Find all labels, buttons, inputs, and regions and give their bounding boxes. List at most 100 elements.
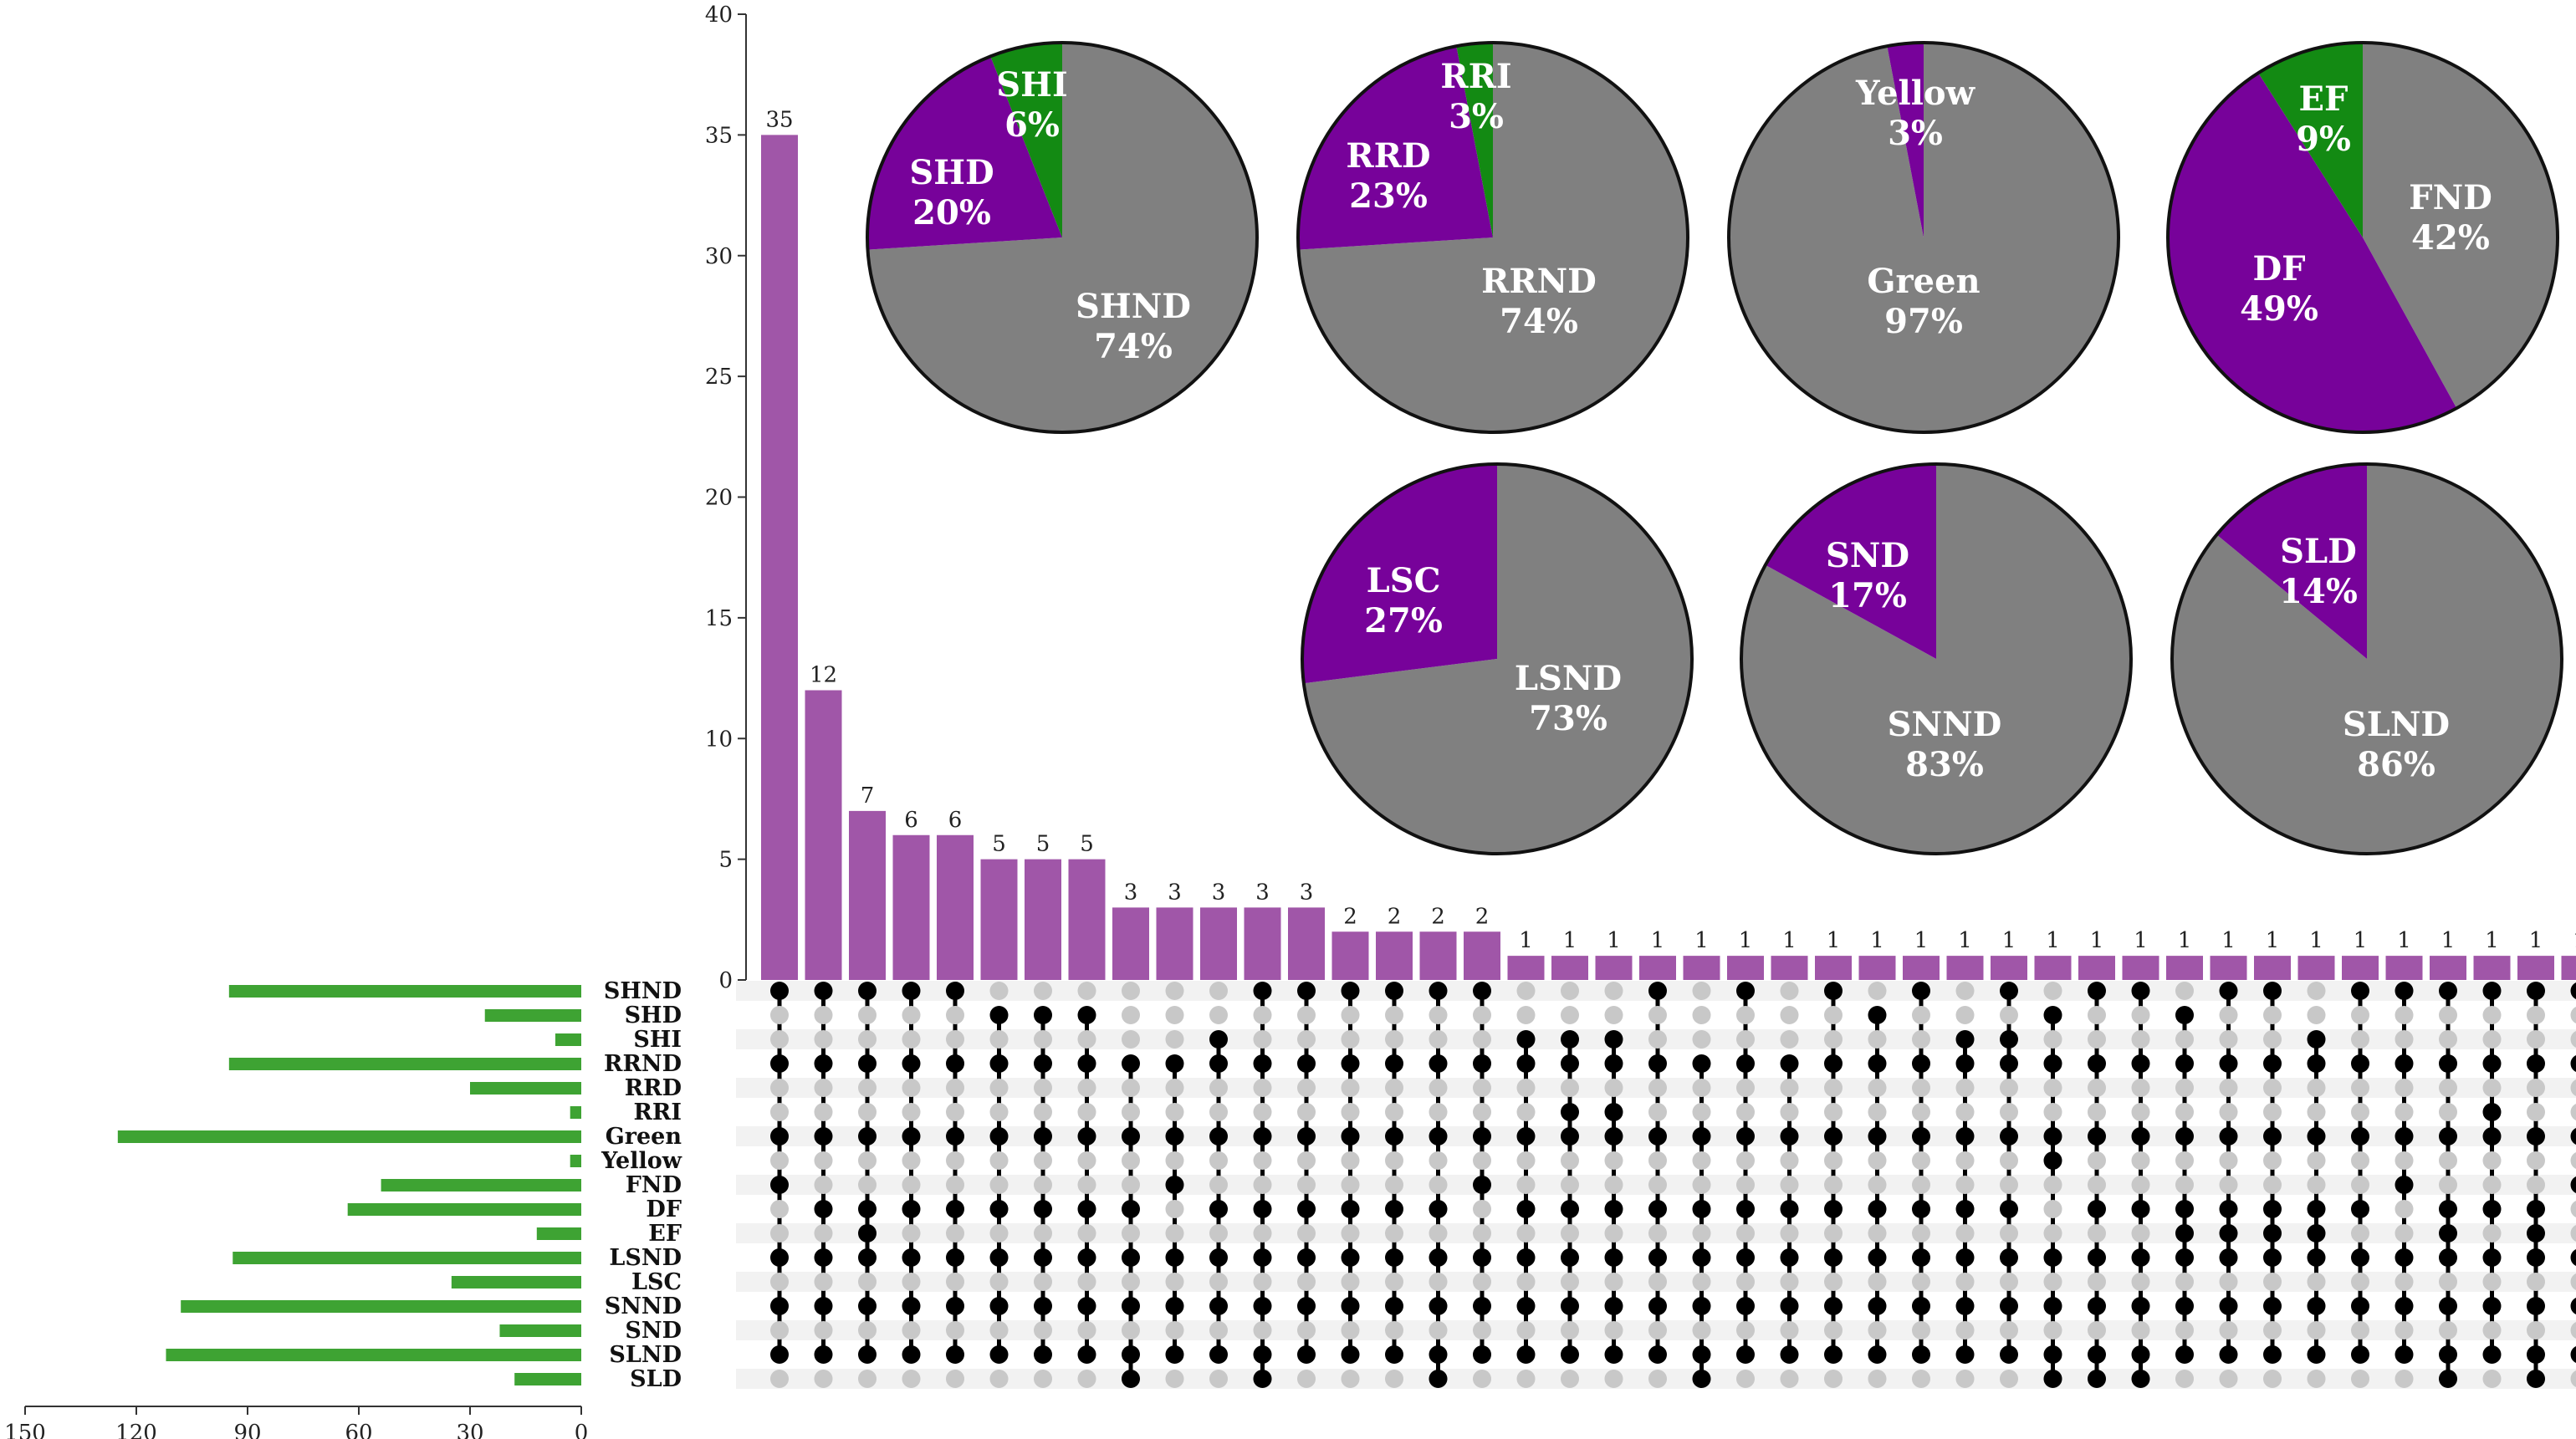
matrix-dot-filled [2263, 1200, 2282, 1218]
matrix-dot-filled [1165, 1297, 1184, 1315]
matrix-dot-empty [1077, 982, 1096, 1000]
matrix-dot-filled [1429, 982, 1448, 1000]
matrix-dot-filled [2043, 1345, 2062, 1364]
pie-slice-label: SHI [996, 65, 1067, 105]
intersection-bar-label: 1 [2354, 928, 2368, 953]
matrix-dot-empty [1209, 1103, 1228, 1121]
matrix-dot-empty [1648, 1370, 1667, 1388]
pie-slice-label: SHD [909, 153, 994, 192]
intersection-bar [1903, 956, 1940, 980]
matrix-dot-filled [1912, 1127, 1930, 1146]
matrix-dot-filled [770, 1345, 789, 1364]
matrix-dot-filled [1912, 1345, 1930, 1364]
x-tick-label: 150 [4, 1421, 46, 1439]
matrix-dot-empty [1429, 1224, 1448, 1243]
matrix-dot-empty [2263, 1273, 2282, 1291]
matrix-dot-empty [1165, 1321, 1184, 1339]
matrix-dot-filled [1516, 1345, 1536, 1364]
matrix-dot-filled [2570, 1176, 2576, 1194]
matrix-dot-empty [1341, 1273, 1360, 1291]
matrix-dot-filled [989, 1200, 1009, 1218]
matrix-dot-empty [770, 1321, 789, 1339]
matrix-dot-filled [2570, 1345, 2576, 1364]
matrix-dot-empty [2219, 1079, 2238, 1097]
matrix-dot-empty [2351, 1224, 2369, 1243]
matrix-dot-filled [1209, 1030, 1228, 1049]
matrix-dot-empty [1034, 1273, 1052, 1291]
matrix-dot-filled [902, 982, 921, 1000]
matrix-dot-filled [1561, 1248, 1579, 1267]
matrix-dot-empty [1604, 1273, 1623, 1291]
matrix-dot-empty [1648, 1030, 1667, 1049]
matrix-dot-empty [902, 1273, 921, 1291]
matrix-dot-empty [1780, 1079, 1799, 1097]
matrix-dot-empty [1692, 1273, 1711, 1291]
pie-slice-label: DF [2252, 249, 2305, 288]
matrix-dot-filled [2043, 1151, 2062, 1170]
matrix-dot-filled [1516, 1200, 1536, 1218]
matrix-dot-empty [2043, 1321, 2062, 1339]
set-size-bar [381, 1179, 581, 1192]
matrix-dot-empty [858, 1176, 877, 1194]
matrix-dot-empty [2088, 1030, 2106, 1049]
intersection-bar-label: 1 [2573, 928, 2576, 953]
set-label: SLND [609, 1342, 682, 1368]
matrix-dot-empty [1165, 1103, 1184, 1121]
matrix-dot-empty [2527, 1321, 2545, 1339]
matrix-dot-empty [2000, 1176, 2018, 1194]
matrix-dot-empty [1561, 1370, 1579, 1388]
matrix-dot-empty [1034, 1176, 1052, 1194]
matrix-dot-empty [858, 1370, 877, 1388]
matrix-dot-filled [1955, 1200, 1975, 1218]
matrix-dot-empty [2395, 1224, 2414, 1243]
matrix-dot-empty [946, 1370, 964, 1388]
matrix-dot-empty [1868, 1151, 1887, 1170]
matrix-dot-empty [1253, 1273, 1272, 1291]
matrix-dot-empty [1253, 1103, 1272, 1121]
matrix-dot-empty [1341, 1079, 1360, 1097]
set-size-bar [233, 1252, 581, 1264]
intersection-bar [1200, 907, 1237, 980]
matrix-dot-filled [2527, 1200, 2545, 1218]
intersection-bar-label: 2 [1475, 904, 1490, 929]
matrix-dot-empty [1780, 1030, 1799, 1049]
matrix-dot-empty [2395, 1151, 2414, 1170]
matrix-dot-empty [2088, 1151, 2106, 1170]
matrix-dot-empty [858, 1030, 877, 1049]
matrix-dot-filled [1561, 1127, 1579, 1146]
matrix-dot-empty [2570, 1200, 2576, 1218]
matrix-dot-empty [1034, 982, 1052, 1000]
matrix-dot-empty [902, 1030, 921, 1049]
matrix-dot-empty [2175, 1103, 2194, 1121]
matrix-dot-empty [1341, 1176, 1360, 1194]
matrix-dot-filled [1868, 1297, 1887, 1315]
matrix-dot-empty [1648, 1273, 1667, 1291]
matrix-dot-empty [1692, 1103, 1711, 1121]
matrix-dot-empty [1253, 1079, 1272, 1097]
matrix-dot-filled [2043, 1127, 2062, 1146]
matrix-dot-filled [2131, 982, 2150, 1000]
intersection-bar-label: 1 [2309, 928, 2323, 953]
matrix-dot-filled [1385, 1054, 1403, 1073]
intersection-bar-label: 7 [861, 783, 875, 809]
matrix-dot-filled [1122, 1345, 1140, 1364]
pie-slice-label: LSC [1367, 561, 1441, 600]
matrix-dot-filled [1385, 1200, 1403, 1218]
matrix-dot-filled [2219, 1200, 2238, 1218]
matrix-dot-empty [1077, 1151, 1096, 1170]
matrix-dot-filled [2175, 1200, 2194, 1218]
matrix-dot-empty [1034, 1224, 1052, 1243]
matrix-dot-filled [1165, 1345, 1184, 1364]
pie-slice [2363, 43, 2558, 409]
matrix-dot-empty [1209, 1079, 1228, 1097]
matrix-dot-filled [1692, 1248, 1711, 1267]
matrix-dot-empty [2395, 1370, 2414, 1388]
intersection-bar-label: 6 [948, 808, 963, 833]
matrix-dot-empty [2043, 1030, 2062, 1049]
matrix-dot-filled [2395, 1248, 2414, 1267]
matrix-dot-empty [1473, 1224, 1491, 1243]
matrix-dot-filled [2131, 1345, 2150, 1364]
matrix-dot-filled [2219, 1248, 2238, 1267]
matrix-dot-empty [1648, 1321, 1667, 1339]
matrix-dot-filled [1385, 1345, 1403, 1364]
